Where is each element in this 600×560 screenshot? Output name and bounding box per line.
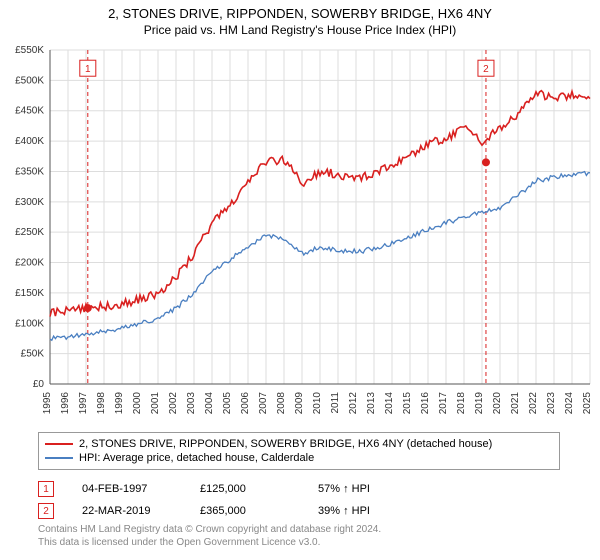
svg-text:2002: 2002 [168,392,179,415]
page-title: 2, STONES DRIVE, RIPPONDEN, SOWERBY BRID… [0,6,600,21]
legend-label: 2, STONES DRIVE, RIPPONDEN, SOWERBY BRID… [79,438,492,450]
legend-label: HPI: Average price, detached house, Cald… [79,452,314,464]
svg-text:£200K: £200K [15,258,44,269]
svg-text:2013: 2013 [366,392,377,415]
legend: 2, STONES DRIVE, RIPPONDEN, SOWERBY BRID… [38,432,560,470]
svg-text:2024: 2024 [564,392,575,415]
svg-text:2009: 2009 [294,392,305,415]
legend-swatch [45,457,73,459]
chart-svg: £0 £50K £100K £150K £200K £250K £300K £350K £400… [0,44,600,424]
svg-text:£300K: £300K [15,197,44,208]
footnote-line2: This data is licensed under the Open Gov… [38,537,560,550]
legend-item: 2, STONES DRIVE, RIPPONDEN, SOWERBY BRID… [45,437,553,451]
svg-text:£350K: £350K [15,166,44,177]
svg-text:2000: 2000 [132,392,143,415]
svg-text:2023: 2023 [546,392,557,415]
svg-text:2003: 2003 [186,392,197,415]
title-block: 2, STONES DRIVE, RIPPONDEN, SOWERBY BRID… [0,0,600,37]
svg-text:£450K: £450K [15,106,44,117]
svg-text:2014: 2014 [384,392,395,415]
svg-text:2016: 2016 [420,392,431,415]
page-subtitle: Price paid vs. HM Land Registry's House … [0,23,600,37]
svg-text:1999: 1999 [114,392,125,415]
svg-text:2006: 2006 [240,392,251,415]
legend-swatch [45,443,73,445]
svg-text:2015: 2015 [402,392,413,415]
legend-item: HPI: Average price, detached house, Cald… [45,451,553,465]
footnote: Contains HM Land Registry data © Crown c… [38,524,560,549]
svg-text:£50K: £50K [21,349,45,360]
svg-text:2012: 2012 [348,392,359,415]
svg-text:£250K: £250K [15,227,44,238]
footnote-line1: Contains HM Land Registry data © Crown c… [38,524,560,537]
svg-text:2011: 2011 [330,392,341,414]
svg-text:2019: 2019 [474,392,485,415]
svg-text:2020: 2020 [492,392,503,415]
sale-marker-row: 2 22-MAR-2019 £365,000 39% ↑ HPI [38,500,560,522]
svg-text:1996: 1996 [60,392,71,415]
svg-text:2008: 2008 [276,392,287,415]
svg-text:£100K: £100K [15,318,44,329]
svg-text:2010: 2010 [312,392,323,415]
sale-marker-delta: 39% ↑ HPI [318,505,408,517]
sale-marker-badge: 1 [38,481,54,497]
svg-text:2: 2 [483,64,489,75]
svg-text:£150K: £150K [15,288,44,299]
svg-text:2004: 2004 [204,392,215,415]
svg-text:1998: 1998 [96,392,107,415]
svg-text:£550K: £550K [15,45,44,56]
svg-text:1: 1 [85,64,91,75]
svg-text:1995: 1995 [42,392,53,415]
svg-text:2001: 2001 [150,392,161,415]
svg-text:2022: 2022 [528,392,539,415]
svg-text:2021: 2021 [510,392,521,415]
sale-marker-price: £125,000 [200,483,290,495]
svg-text:2017: 2017 [438,392,449,415]
svg-text:2018: 2018 [456,392,467,415]
sale-markers: 1 04-FEB-1997 £125,000 57% ↑ HPI 2 22-MAR-201… [38,478,560,522]
svg-text:2005: 2005 [222,392,233,415]
svg-text:2007: 2007 [258,392,269,415]
svg-text:1997: 1997 [78,392,89,415]
chart: £0 £50K £100K £150K £200K £250K £300K £350K £400… [0,44,600,424]
sale-marker-delta: 57% ↑ HPI [318,483,408,495]
svg-text:£400K: £400K [15,136,44,147]
svg-text:£0: £0 [33,379,45,390]
sale-marker-date: 22-MAR-2019 [82,505,172,517]
sale-marker-row: 1 04-FEB-1997 £125,000 57% ↑ HPI [38,478,560,500]
sale-marker-date: 04-FEB-1997 [82,483,172,495]
sale-marker-badge: 2 [38,503,54,519]
svg-text:2025: 2025 [582,392,593,415]
svg-text:£500K: £500K [15,75,44,86]
sale-marker-price: £365,000 [200,505,290,517]
